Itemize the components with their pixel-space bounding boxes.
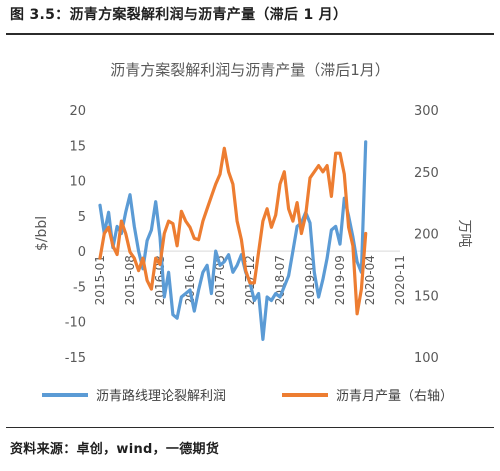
x-tick-label: 2017-05 bbox=[213, 255, 227, 305]
right-tick-label: 200 bbox=[414, 228, 439, 243]
figure-caption: 图 3.5：沥青方案裂解利润与沥青产量（滞后 1 月） bbox=[10, 7, 348, 23]
y-axis-label-right: 万吨 bbox=[456, 220, 472, 248]
x-axis-ticks: 2015-01 2015-08 2016-03 2016-10 2017-05 2017-… bbox=[93, 255, 407, 305]
left-tick-label: 15 bbox=[69, 139, 86, 154]
left-tick-label: 20 bbox=[69, 104, 86, 119]
x-tick-label: 2020-04 bbox=[363, 255, 377, 305]
legend-label-output: 沥青月产量（右轴） bbox=[336, 389, 453, 404]
x-tick-label: 2020-11 bbox=[393, 255, 407, 305]
right-tick-label: 100 bbox=[414, 351, 439, 366]
x-tick-label: 2019-09 bbox=[333, 255, 347, 305]
left-tick-label: -5 bbox=[73, 280, 86, 295]
x-tick-label: 2015-01 bbox=[93, 255, 107, 305]
y-axis-label-left: $/bbl bbox=[34, 216, 50, 251]
left-tick-label: 10 bbox=[69, 175, 86, 190]
legend-label-profit: 沥青路线理论裂解利润 bbox=[96, 388, 226, 404]
right-tick-label: 300 bbox=[414, 104, 439, 119]
chart: 沥青方案裂解利润与沥青产量（滞后1月） -15 -10 -5 0 5 10 15 20 100… bbox=[34, 61, 472, 404]
right-tick-label: 250 bbox=[414, 166, 439, 181]
left-tick-label: 5 bbox=[78, 210, 86, 225]
source-note: 资料来源：卓创，wind，一德期货 bbox=[10, 442, 220, 457]
left-tick-label: -15 bbox=[65, 351, 86, 366]
x-tick-label: 2015-08 bbox=[123, 255, 137, 305]
chart-title: 沥青方案裂解利润与沥青产量（滞后1月） bbox=[110, 61, 390, 79]
series-line-profit bbox=[98, 140, 368, 341]
bottom-rule bbox=[6, 427, 494, 428]
right-tick-label: 150 bbox=[414, 289, 439, 304]
left-axis-ticks: -15 -10 -5 0 5 10 15 20 bbox=[65, 104, 86, 366]
series-line-output bbox=[98, 146, 368, 316]
right-axis-ticks: 100 150 200 250 300 bbox=[414, 104, 439, 366]
series-layer bbox=[98, 140, 368, 341]
legend: 沥青路线理论裂解利润 沥青月产量（右轴） bbox=[42, 388, 453, 404]
left-tick-label: -10 bbox=[65, 316, 86, 331]
left-tick-label: 0 bbox=[78, 245, 86, 260]
top-rule bbox=[6, 33, 494, 35]
